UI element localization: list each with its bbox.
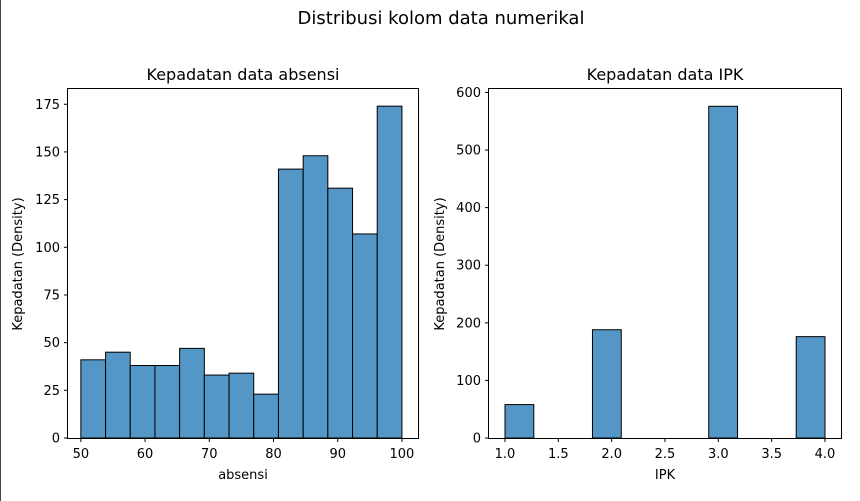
histogram-bar [327,187,354,439]
x-ticks: 50 60 70 80 90 100 [73,438,415,462]
x-tick-label: 3.5 [761,447,782,462]
x-tick-label: 3.0 [708,447,729,462]
subplot-absensi: Kepadatan data absensi 50 60 70 80 90 100 0 25… [11,65,419,483]
x-tick-label: 2.0 [601,447,622,462]
histogram-bar [504,404,535,439]
histogram-bar [179,347,205,439]
histogram-bar [129,365,156,439]
x-tick-label: 50 [73,447,90,462]
histogram-bar [708,105,739,439]
histogram-bar [253,393,279,439]
y-tick-label: 25 [43,384,60,399]
y-tick-label: 500 [456,144,481,159]
y-tick-label: 100 [456,374,481,389]
x-tick-label: 100 [390,447,415,462]
y-tick-label: 100 [35,241,60,256]
x-tick-label: 70 [201,447,218,462]
histogram-bar [203,374,230,439]
y-tick-label: 125 [35,193,60,208]
axes-frame [488,88,842,439]
y-tick-label: 150 [35,145,60,160]
x-axis-label: absensi [218,468,268,483]
histogram-bar [277,168,304,439]
y-tick-label: 600 [456,86,481,101]
y-axis-label: Kepadatan (Density) [11,197,26,330]
x-tick-label: 80 [265,447,282,462]
x-tick-label: 60 [137,447,154,462]
bars-layer [504,105,826,439]
x-tick-label: 4.0 [815,447,836,462]
histogram-bar [80,359,107,439]
x-axis-label: IPK [655,468,676,483]
x-tick-label: 90 [329,447,346,462]
axes-frame [67,88,419,439]
y-tick-label: 200 [456,316,481,331]
y-tick-label: 0 [52,432,60,447]
subplot-title: Kepadatan data IPK [587,65,744,84]
figure-suptitle: Distribusi kolom data numerikal [298,8,585,29]
histogram-bar [352,233,378,439]
y-tick-label: 175 [35,98,60,113]
y-ticks: 0 25 50 75 100 125 150 175 [35,98,68,447]
subplot-ipk: Kepadatan data IPK 1.0 1.5 2.0 2.5 3.0 3.5 4.0… [433,65,842,483]
subplot-title: Kepadatan data absensi [147,65,340,84]
histogram-bar [228,372,255,439]
x-tick-label: 2.5 [655,447,676,462]
histogram-bar [795,336,826,439]
y-tick-label: 75 [43,288,60,303]
histogram-bar [302,155,329,439]
y-tick-label: 400 [456,201,481,216]
histogram-bar [376,105,403,439]
histogram-bar [154,365,181,439]
x-tick-label: 1.5 [548,447,569,462]
y-tick-label: 300 [456,259,481,274]
y-tick-label: 50 [43,336,60,351]
histogram-bar [591,329,622,439]
histogram-bar [105,351,131,439]
y-ticks: 0 100 200 300 400 500 600 [456,86,489,447]
y-tick-label: 0 [473,432,481,447]
x-tick-label: 1.0 [495,447,516,462]
y-axis-label: Kepadatan (Density) [433,197,448,330]
